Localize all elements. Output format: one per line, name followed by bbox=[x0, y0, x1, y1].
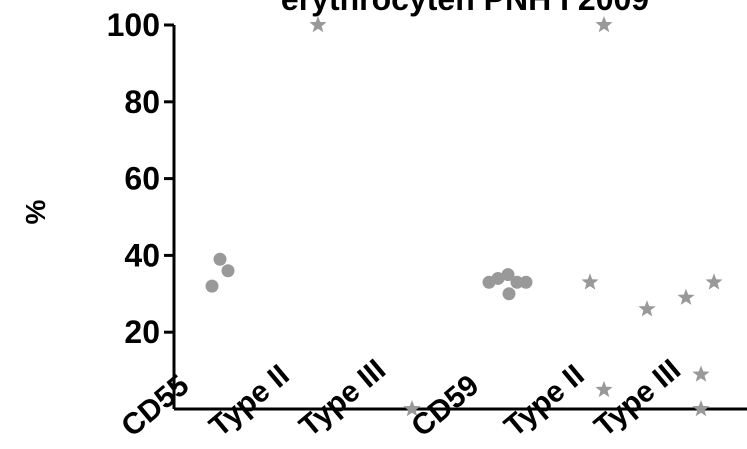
data-point-star bbox=[638, 300, 656, 317]
data-point-circle bbox=[502, 287, 516, 301]
data-point-circle bbox=[501, 268, 515, 282]
x-tick-label: Type III bbox=[293, 353, 392, 443]
y-tick-label: 60 bbox=[124, 161, 160, 197]
data-point-circle bbox=[221, 264, 235, 278]
data-point-star bbox=[692, 400, 710, 417]
x-tick-label: Type III bbox=[588, 353, 687, 443]
data-point-star bbox=[309, 16, 327, 33]
y-tick-label: 100 bbox=[107, 7, 160, 43]
points-layer bbox=[205, 16, 723, 417]
data-point-circle bbox=[491, 271, 505, 285]
x-tick-label: Type II bbox=[498, 358, 590, 443]
data-point-circle bbox=[510, 275, 524, 289]
y-tick-label: 20 bbox=[124, 314, 160, 350]
x-tick-label: Type II bbox=[203, 358, 295, 443]
data-point-star bbox=[581, 273, 599, 290]
x-tick-label: CD55 bbox=[115, 369, 195, 444]
data-point-circle bbox=[519, 275, 533, 289]
data-point-star bbox=[677, 288, 695, 305]
y-tick-label: 80 bbox=[124, 84, 160, 120]
data-point-star bbox=[403, 400, 421, 417]
data-point-circle bbox=[213, 252, 227, 266]
chart-title: erythrocyten PNH I 2009 bbox=[281, 0, 649, 17]
data-point-star bbox=[705, 273, 723, 290]
data-point-circle bbox=[205, 279, 219, 293]
data-point-star bbox=[595, 380, 613, 398]
y-tick-label: 40 bbox=[124, 237, 160, 273]
y-axis-label: % bbox=[20, 199, 51, 224]
data-point-star bbox=[692, 365, 710, 382]
y-ticks: 20 40 60 80 100 bbox=[107, 7, 174, 350]
data-point-star bbox=[595, 16, 613, 33]
